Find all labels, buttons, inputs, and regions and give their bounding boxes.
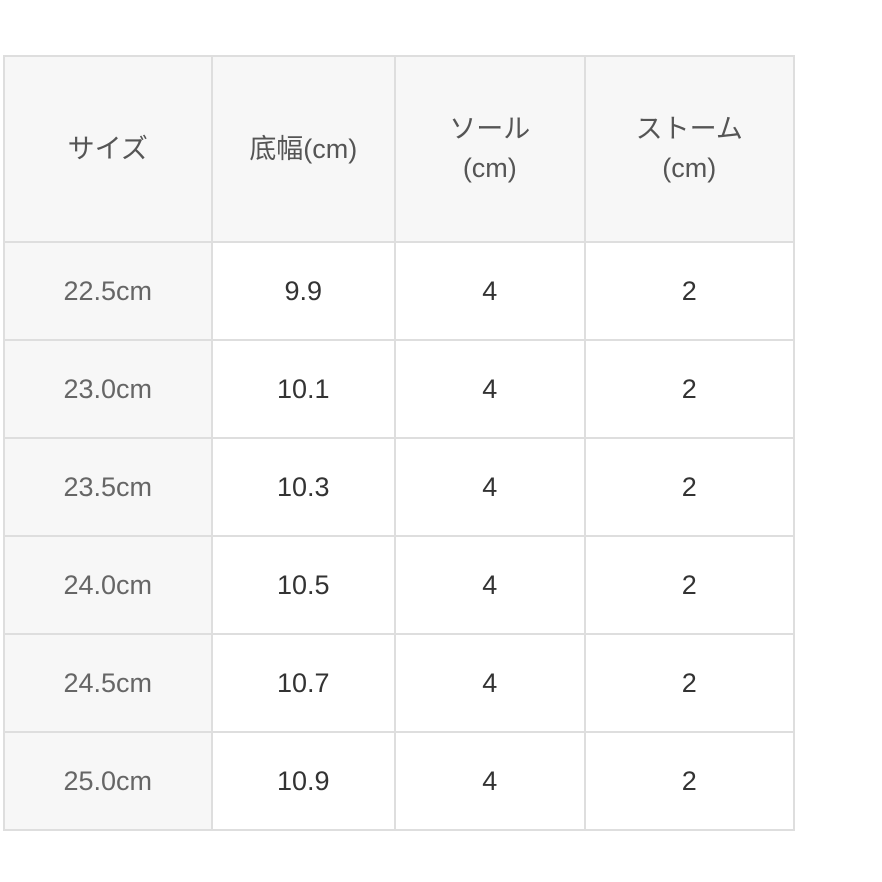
storm-cell: 2 (583, 241, 796, 341)
size-cell: 25.0cm (3, 731, 213, 831)
size-cell: 23.0cm (3, 339, 213, 439)
sole-cell: 4 (394, 633, 586, 733)
table-row: 23.0cm 10.1 4 2 (3, 339, 796, 439)
bottom-width-cell: 10.1 (210, 339, 397, 439)
sole-cell: 4 (394, 437, 586, 537)
size-table: サイズ 底幅(cm) ソール (cm) ストーム (cm) 22.5cm 9.9 4 2 2… (3, 55, 796, 831)
bottom-width-cell: 10.9 (210, 731, 397, 831)
size-cell: 24.0cm (3, 535, 213, 635)
storm-cell: 2 (583, 339, 796, 439)
size-cell: 23.5cm (3, 437, 213, 537)
bottom-width-cell: 10.5 (210, 535, 397, 635)
storm-cell: 2 (583, 437, 796, 537)
header-storm: ストーム (cm) (583, 55, 796, 243)
table-row: 25.0cm 10.9 4 2 (3, 731, 796, 831)
sole-cell: 4 (394, 535, 586, 635)
table-row: 22.5cm 9.9 4 2 (3, 241, 796, 341)
header-size: サイズ (3, 55, 213, 243)
sole-cell: 4 (394, 731, 586, 831)
bottom-width-cell: 10.7 (210, 633, 397, 733)
table-row: 24.0cm 10.5 4 2 (3, 535, 796, 635)
bottom-width-cell: 9.9 (210, 241, 397, 341)
table-row: 23.5cm 10.3 4 2 (3, 437, 796, 537)
sole-cell: 4 (394, 241, 586, 341)
storm-cell: 2 (583, 633, 796, 733)
size-cell: 22.5cm (3, 241, 213, 341)
table-row: 24.5cm 10.7 4 2 (3, 633, 796, 733)
sole-cell: 4 (394, 339, 586, 439)
storm-cell: 2 (583, 731, 796, 831)
size-cell: 24.5cm (3, 633, 213, 733)
storm-cell: 2 (583, 535, 796, 635)
bottom-width-cell: 10.3 (210, 437, 397, 537)
header-row: サイズ 底幅(cm) ソール (cm) ストーム (cm) (3, 55, 796, 243)
header-bottom-width: 底幅(cm) (210, 55, 397, 243)
header-sole: ソール (cm) (394, 55, 586, 243)
